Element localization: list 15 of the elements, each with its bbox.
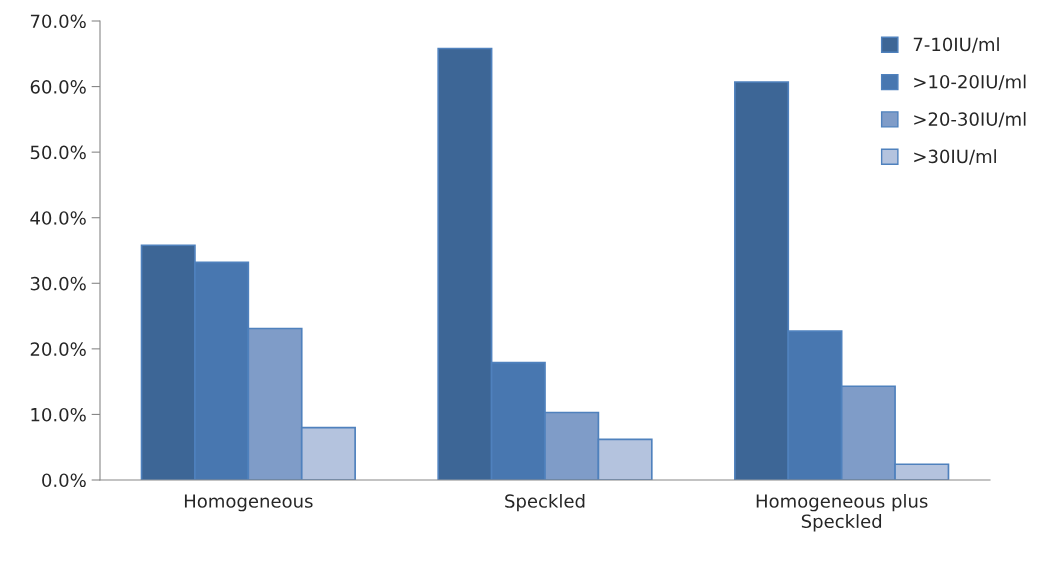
y-tick-label: 40.0% [30, 211, 86, 225]
y-tick-label: 70.0% [30, 14, 86, 29]
x-tick-label: Homogeneous plus Speckled [756, 493, 928, 532]
y-tick-label: 10.0% [31, 407, 86, 422]
y-tick-label: 0.0% [42, 473, 86, 488]
y-tick-label: 30.0% [30, 276, 86, 291]
legend-label: >10-20IU/ml [914, 74, 1026, 90]
legend-label: 7-10IU/ml [913, 37, 999, 53]
legend-label: >30IU/ml [914, 149, 996, 165]
x-tick-label: Speckled [505, 493, 585, 512]
legend-label: >20-30IU/ml [914, 111, 1026, 128]
y-tick-label: 20.0% [30, 342, 86, 356]
y-tick-label: 60.0% [30, 80, 86, 94]
x-tick-label: Homogeneous [184, 494, 313, 512]
y-tick-label: 50.0% [30, 145, 86, 160]
